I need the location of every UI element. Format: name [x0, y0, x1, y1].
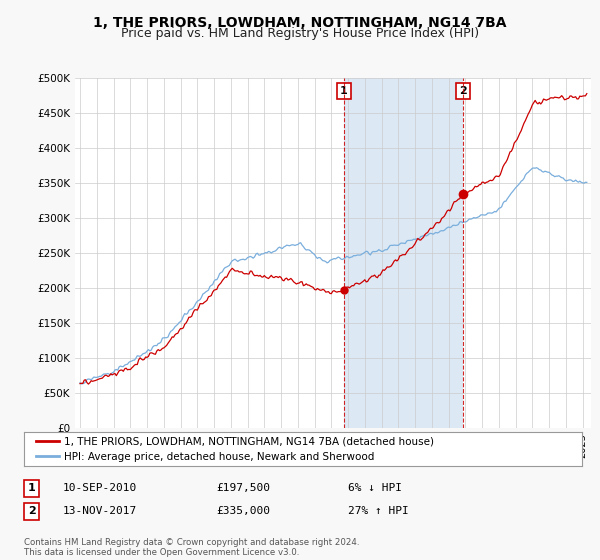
Text: £197,500: £197,500 — [216, 483, 270, 493]
Text: £335,000: £335,000 — [216, 506, 270, 516]
Text: 10-SEP-2010: 10-SEP-2010 — [63, 483, 137, 493]
Text: Contains HM Land Registry data © Crown copyright and database right 2024.
This d: Contains HM Land Registry data © Crown c… — [24, 538, 359, 557]
Text: 2: 2 — [28, 506, 35, 516]
Bar — [344, 78, 463, 428]
Text: 27% ↑ HPI: 27% ↑ HPI — [348, 506, 409, 516]
Legend: 1, THE PRIORS, LOWDHAM, NOTTINGHAM, NG14 7BA (detached house), HPI: Average pric: 1, THE PRIORS, LOWDHAM, NOTTINGHAM, NG14… — [32, 432, 439, 466]
Text: Price paid vs. HM Land Registry's House Price Index (HPI): Price paid vs. HM Land Registry's House … — [121, 27, 479, 40]
Text: 6% ↓ HPI: 6% ↓ HPI — [348, 483, 402, 493]
Text: 1: 1 — [28, 483, 35, 493]
Text: 1: 1 — [340, 86, 348, 96]
Text: 2: 2 — [458, 86, 466, 96]
Text: 1, THE PRIORS, LOWDHAM, NOTTINGHAM, NG14 7BA: 1, THE PRIORS, LOWDHAM, NOTTINGHAM, NG14… — [93, 16, 507, 30]
Text: 13-NOV-2017: 13-NOV-2017 — [63, 506, 137, 516]
